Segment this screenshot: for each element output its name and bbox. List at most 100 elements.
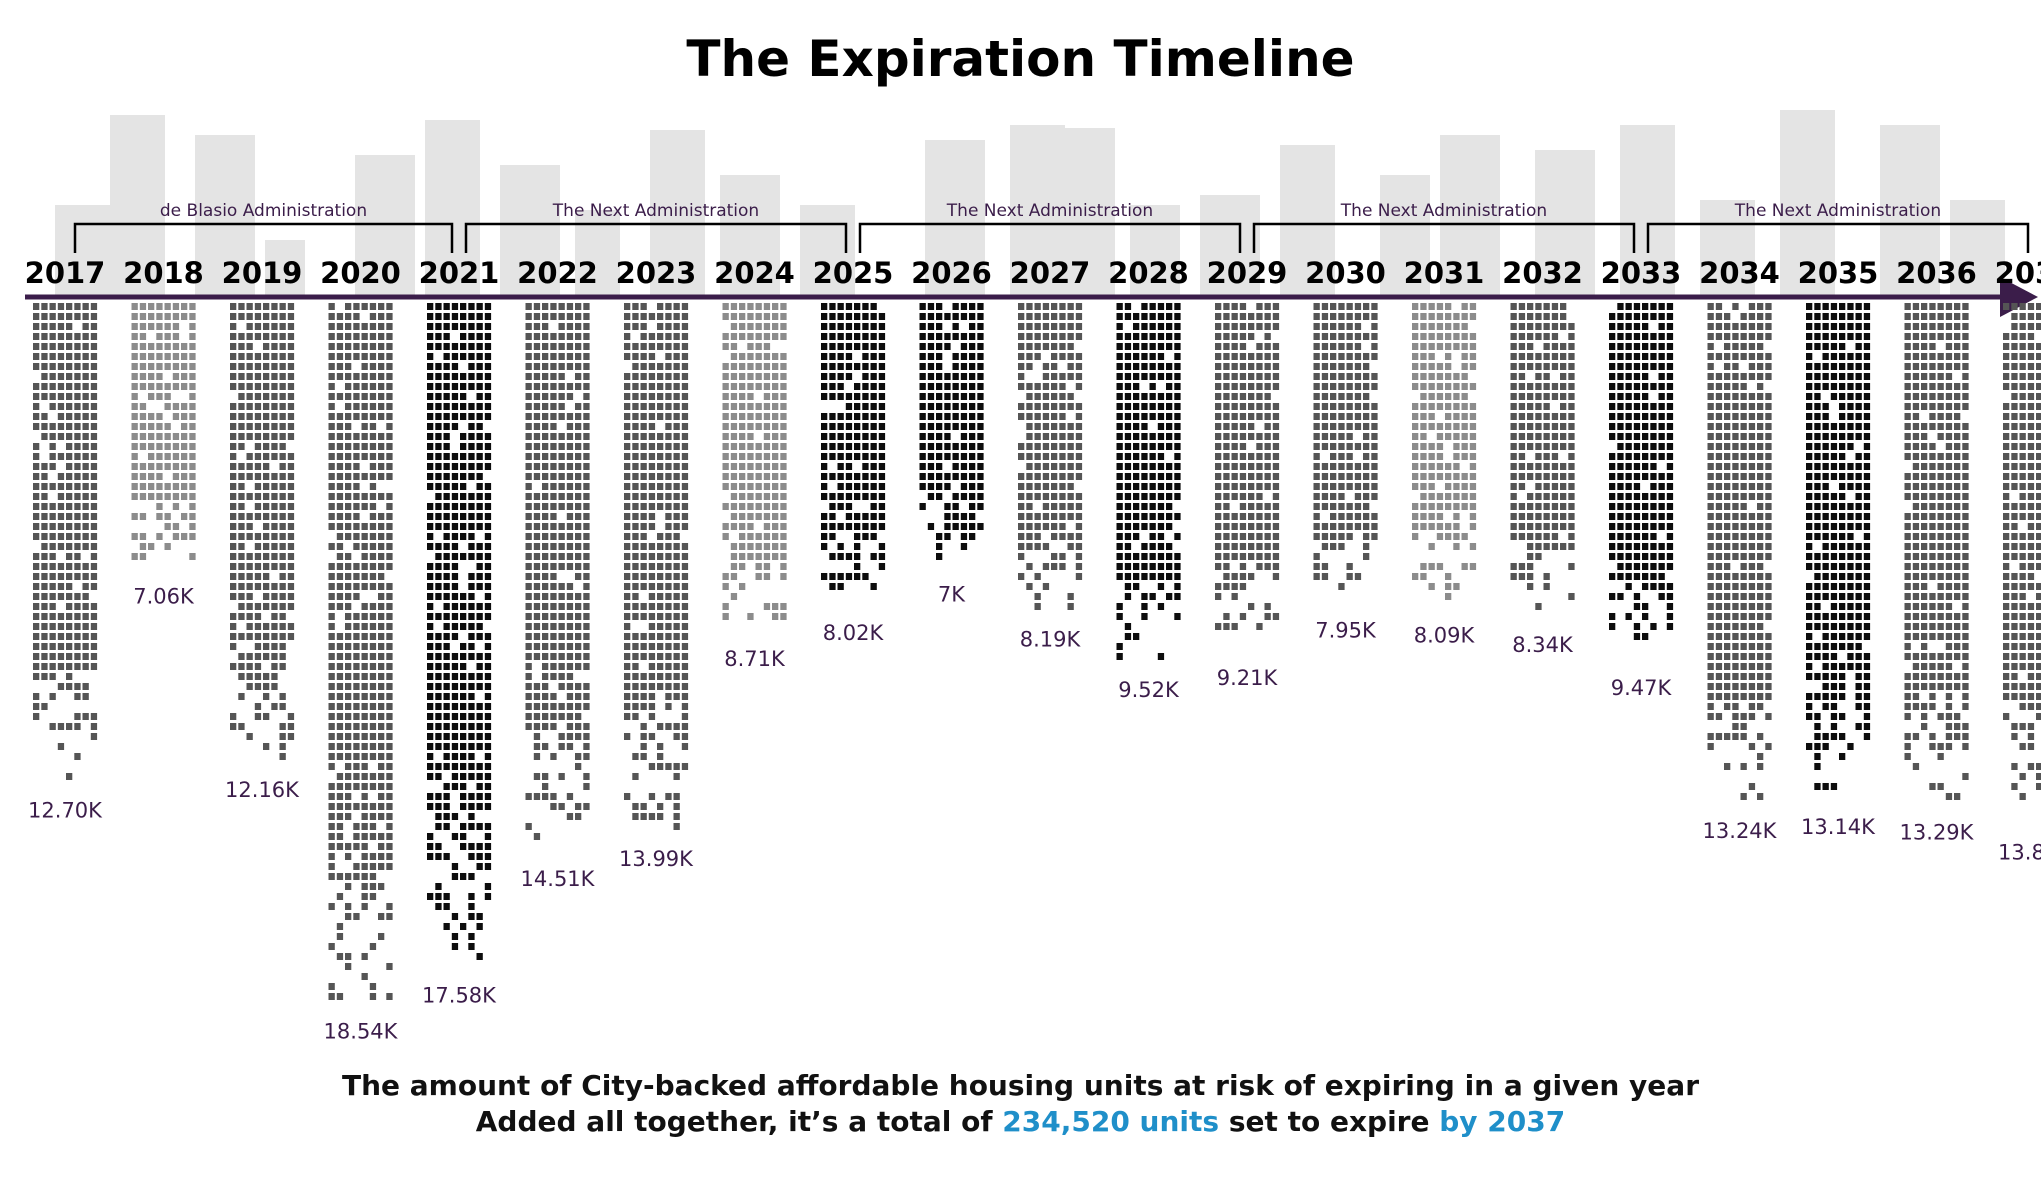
bar-window — [722, 443, 729, 450]
bar-window — [1067, 353, 1074, 360]
bar-window — [1166, 403, 1173, 410]
bar-window — [854, 483, 861, 490]
bar-window — [1412, 523, 1419, 530]
bar-window — [369, 333, 377, 340]
bar-window — [1346, 423, 1353, 430]
bar-window — [378, 353, 385, 360]
bar-window — [468, 943, 475, 950]
bar-window — [1757, 503, 1764, 510]
bar-window — [681, 593, 689, 600]
bar-window — [821, 423, 828, 430]
bar-window — [919, 413, 926, 420]
bar-window — [575, 383, 582, 390]
bar-window — [575, 403, 582, 410]
bar-window — [287, 723, 295, 730]
bar-window — [328, 793, 335, 800]
bar-window — [66, 483, 73, 490]
bar-window — [648, 813, 656, 820]
bar-window — [1133, 313, 1140, 320]
bar-window — [328, 373, 335, 380]
bar-window — [1436, 363, 1444, 370]
bar-window — [345, 743, 352, 750]
bar-window — [1231, 443, 1238, 450]
bar-window — [747, 463, 754, 470]
bar-window — [361, 453, 368, 460]
bar-window — [1272, 433, 1280, 440]
bar-window — [1026, 363, 1033, 370]
bar-window — [821, 443, 828, 450]
bar-window — [484, 733, 492, 740]
bar-window — [542, 703, 549, 710]
bar-window — [525, 533, 532, 540]
bar-window — [435, 563, 442, 570]
bar-window — [1658, 413, 1665, 420]
bar-window — [386, 413, 393, 420]
bar-window — [189, 323, 196, 330]
bar-window — [1715, 433, 1723, 440]
bar-window — [254, 383, 262, 390]
bar-window — [755, 323, 762, 330]
bar-window — [66, 543, 73, 550]
bar-window — [640, 563, 647, 570]
bar-window — [780, 413, 787, 420]
bar-window — [862, 573, 869, 580]
bar-window — [1321, 303, 1329, 310]
bar-window — [1256, 383, 1263, 390]
bar-window — [1116, 423, 1123, 430]
bar-window — [345, 523, 352, 530]
bar-window — [673, 533, 680, 540]
bar-window — [936, 343, 943, 350]
bar-window — [624, 383, 631, 390]
bar-window — [730, 593, 738, 600]
bar-window — [1633, 563, 1641, 570]
bar-window — [427, 703, 434, 710]
bar-window — [1420, 473, 1427, 480]
bar-window — [49, 323, 56, 330]
bar-window — [1724, 573, 1731, 580]
bar-window — [1748, 673, 1756, 680]
bar-window — [378, 913, 385, 920]
bar-window — [919, 463, 926, 470]
bar-window — [566, 443, 574, 450]
bar-window — [172, 453, 180, 460]
bar-window — [41, 573, 48, 580]
bar-window — [148, 473, 155, 480]
bar-window — [1543, 343, 1550, 350]
bar-window — [1051, 533, 1058, 540]
bar-window — [1354, 423, 1362, 430]
bar-window — [542, 743, 549, 750]
bar-window — [148, 383, 155, 390]
bar-window — [49, 603, 56, 610]
bar-window — [353, 463, 360, 470]
bar-window — [345, 383, 352, 390]
bar-window — [246, 573, 253, 580]
bar-window — [1543, 573, 1550, 580]
bar-window — [172, 433, 180, 440]
bar-window — [1625, 523, 1632, 530]
bar-window — [1215, 563, 1222, 570]
bar-window — [1354, 523, 1362, 530]
bar-window — [361, 663, 368, 670]
bar-window — [386, 523, 393, 530]
bar-window — [66, 623, 73, 630]
bar-window — [90, 623, 98, 630]
bar-window — [1568, 513, 1575, 520]
bar-window — [328, 853, 335, 860]
bar-window — [451, 363, 459, 370]
bar-window — [821, 323, 828, 330]
bar-window — [82, 583, 89, 590]
bar-window — [681, 323, 689, 330]
bar-window — [1067, 403, 1074, 410]
bar-window — [156, 393, 163, 400]
bar-window — [862, 413, 869, 420]
bar-window — [263, 313, 270, 320]
bar-window — [1321, 443, 1329, 450]
bar-window — [263, 693, 270, 700]
bar-window — [66, 563, 73, 570]
bar-window — [378, 793, 385, 800]
bar-window — [550, 703, 557, 710]
bar-window — [640, 543, 647, 550]
bar-window — [1248, 513, 1255, 520]
bar-window — [1420, 373, 1427, 380]
